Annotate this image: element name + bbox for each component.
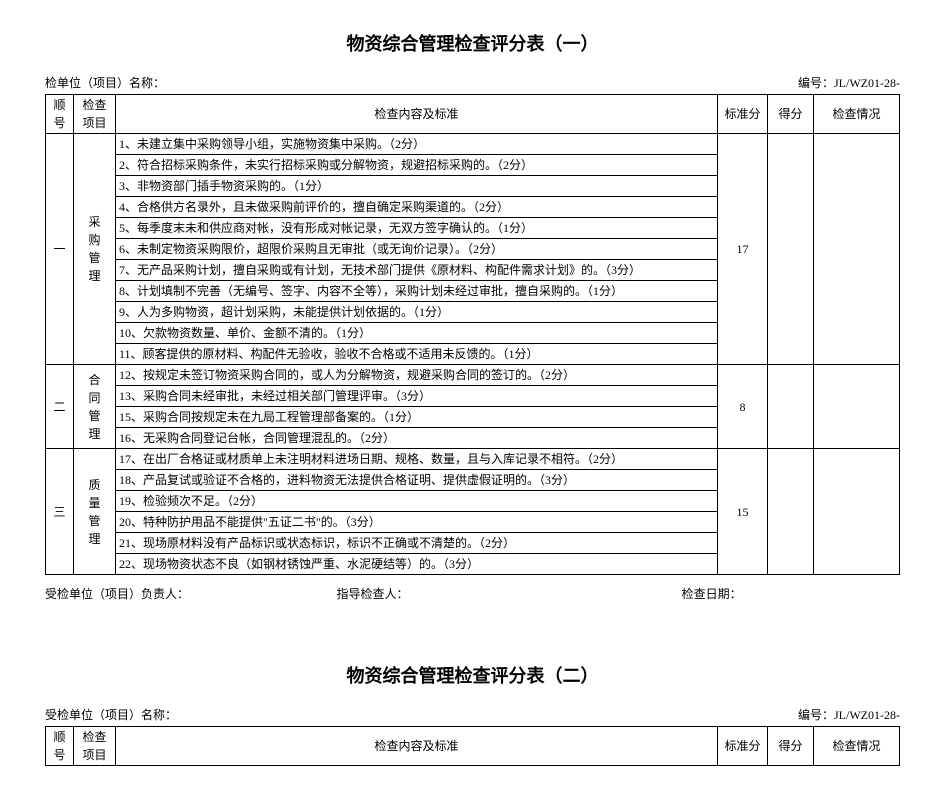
cell-content: 12、按规定未签订物资采购合同的，或人为分解物资，规避采购合同的签订的。（2分） bbox=[116, 365, 718, 386]
cell-content: 15、采购合同按规定未在九局工程管理部备案的。（1分） bbox=[116, 407, 718, 428]
table-header-row-2: 顺号 检查项目 检查内容及标准 标准分 得分 检查情况 bbox=[46, 727, 900, 766]
cell-score bbox=[768, 449, 814, 575]
cell-proj: 合同管理 bbox=[74, 365, 116, 449]
th-seq: 顺号 bbox=[46, 95, 74, 134]
table-row: 一采购管理1、未建立集中采购领导小组，实施物资集中采购。（2分）17 bbox=[46, 134, 900, 155]
th-seq-2: 顺号 bbox=[46, 727, 74, 766]
footer-resp: 受检单位（项目）负责人： bbox=[45, 585, 263, 602]
cell-std: 15 bbox=[718, 449, 768, 575]
th-score-2: 得分 bbox=[768, 727, 814, 766]
code-label-2: 编号：JL/WZ01-28- bbox=[798, 706, 900, 723]
cell-score bbox=[768, 134, 814, 365]
cell-content: 2、符合招标采购条件，未实行招标采购或分解物资，规避招标采购的。（2分） bbox=[116, 155, 718, 176]
cell-content: 10、欠款物资数量、单价、金额不清的。（1分） bbox=[116, 323, 718, 344]
cell-content: 8、计划填制不完善（无编号、签字、内容不全等），采购计划未经过审批，擅自采购的。… bbox=[116, 281, 718, 302]
table-row: 三质量管理17、在出厂合格证或材质单上未注明材料进场日期、规格、数量，且与入库记… bbox=[46, 449, 900, 470]
cell-proj: 质量管理 bbox=[74, 449, 116, 575]
th-proj-2: 检查项目 bbox=[74, 727, 116, 766]
cell-content: 19、检验频次不足。（2分） bbox=[116, 491, 718, 512]
header-row-2: 受检单位（项目）名称： 编号：JL/WZ01-28- bbox=[45, 706, 900, 723]
th-sit-2: 检查情况 bbox=[814, 727, 900, 766]
th-score: 得分 bbox=[768, 95, 814, 134]
cell-score bbox=[768, 365, 814, 449]
page-title-2: 物资综合管理检查评分表（二） bbox=[45, 662, 900, 688]
cell-content: 3、非物资部门插手物资采购的。（1分） bbox=[116, 176, 718, 197]
cell-content: 20、特种防护用品不能提供"五证二书"的。（3分） bbox=[116, 512, 718, 533]
footer-date: 检查日期： bbox=[482, 585, 900, 602]
cell-proj: 采购管理 bbox=[74, 134, 116, 365]
th-content-2: 检查内容及标准 bbox=[116, 727, 718, 766]
cell-situation bbox=[814, 134, 900, 365]
score-table-1: 顺号 检查项目 检查内容及标准 标准分 得分 检查情况 一采购管理1、未建立集中… bbox=[45, 94, 900, 575]
th-content: 检查内容及标准 bbox=[116, 95, 718, 134]
th-proj: 检查项目 bbox=[74, 95, 116, 134]
unit-label-2: 受检单位（项目）名称： bbox=[45, 706, 177, 723]
cell-seq: 三 bbox=[46, 449, 74, 575]
cell-content: 5、每季度末未和供应商对帐，没有形成对帐记录，无双方签字确认的。（1分） bbox=[116, 218, 718, 239]
cell-situation bbox=[814, 365, 900, 449]
cell-content: 22、现场物资状态不良（如钢材锈蚀严重、水泥硬结等）的。（3分） bbox=[116, 554, 718, 575]
code-label: 编号：JL/WZ01-28- bbox=[798, 74, 900, 91]
page-title-1: 物资综合管理检查评分表（一） bbox=[45, 30, 900, 56]
cell-seq: 二 bbox=[46, 365, 74, 449]
header-row-1: 检单位（项目）名称： 编号：JL/WZ01-28- bbox=[45, 74, 900, 91]
cell-content: 4、合格供方名录外，且未做采购前评价的，擅自确定采购渠道的。（2分） bbox=[116, 197, 718, 218]
cell-content: 11、顾客提供的原材料、构配件无验收，验收不合格或不适用未反馈的。（1分） bbox=[116, 344, 718, 365]
cell-content: 16、无采购合同登记台帐，合同管理混乱的。（2分） bbox=[116, 428, 718, 449]
table-header-row: 顺号 检查项目 检查内容及标准 标准分 得分 检查情况 bbox=[46, 95, 900, 134]
cell-content: 1、未建立集中采购领导小组，实施物资集中采购。（2分） bbox=[116, 134, 718, 155]
cell-situation bbox=[814, 449, 900, 575]
cell-content: 18、产品复试或验证不合格的，进料物资无法提供合格证明、提供虚假证明的。（3分） bbox=[116, 470, 718, 491]
cell-seq: 一 bbox=[46, 134, 74, 365]
score-table-2: 顺号 检查项目 检查内容及标准 标准分 得分 检查情况 bbox=[45, 726, 900, 766]
cell-content: 6、未制定物资采购限价，超限价采购且无审批（或无询价记录）。（2分） bbox=[116, 239, 718, 260]
footer-row: 受检单位（项目）负责人： 指导检查人： 检查日期： bbox=[45, 585, 900, 602]
cell-content: 9、人为多购物资，超计划采购，未能提供计划依据的。（1分） bbox=[116, 302, 718, 323]
th-std-2: 标准分 bbox=[718, 727, 768, 766]
cell-content: 7、无产品采购计划，擅自采购或有计划，无技术部门提供《原材料、构配件需求计划》的… bbox=[116, 260, 718, 281]
table-row: 二合同管理12、按规定未签订物资采购合同的，或人为分解物资，规避采购合同的签订的… bbox=[46, 365, 900, 386]
cell-content: 21、现场原材料没有产品标识或状态标识，标识不正确或不清楚的。（2分） bbox=[116, 533, 718, 554]
cell-std: 8 bbox=[718, 365, 768, 449]
footer-leader: 指导检查人： bbox=[263, 585, 481, 602]
th-sit: 检查情况 bbox=[814, 95, 900, 134]
cell-std: 17 bbox=[718, 134, 768, 365]
cell-content: 13、采购合同未经审批，未经过相关部门管理评审。（3分） bbox=[116, 386, 718, 407]
cell-content: 17、在出厂合格证或材质单上未注明材料进场日期、规格、数量，且与入库记录不相符。… bbox=[116, 449, 718, 470]
unit-label: 检单位（项目）名称： bbox=[45, 74, 165, 91]
th-std: 标准分 bbox=[718, 95, 768, 134]
